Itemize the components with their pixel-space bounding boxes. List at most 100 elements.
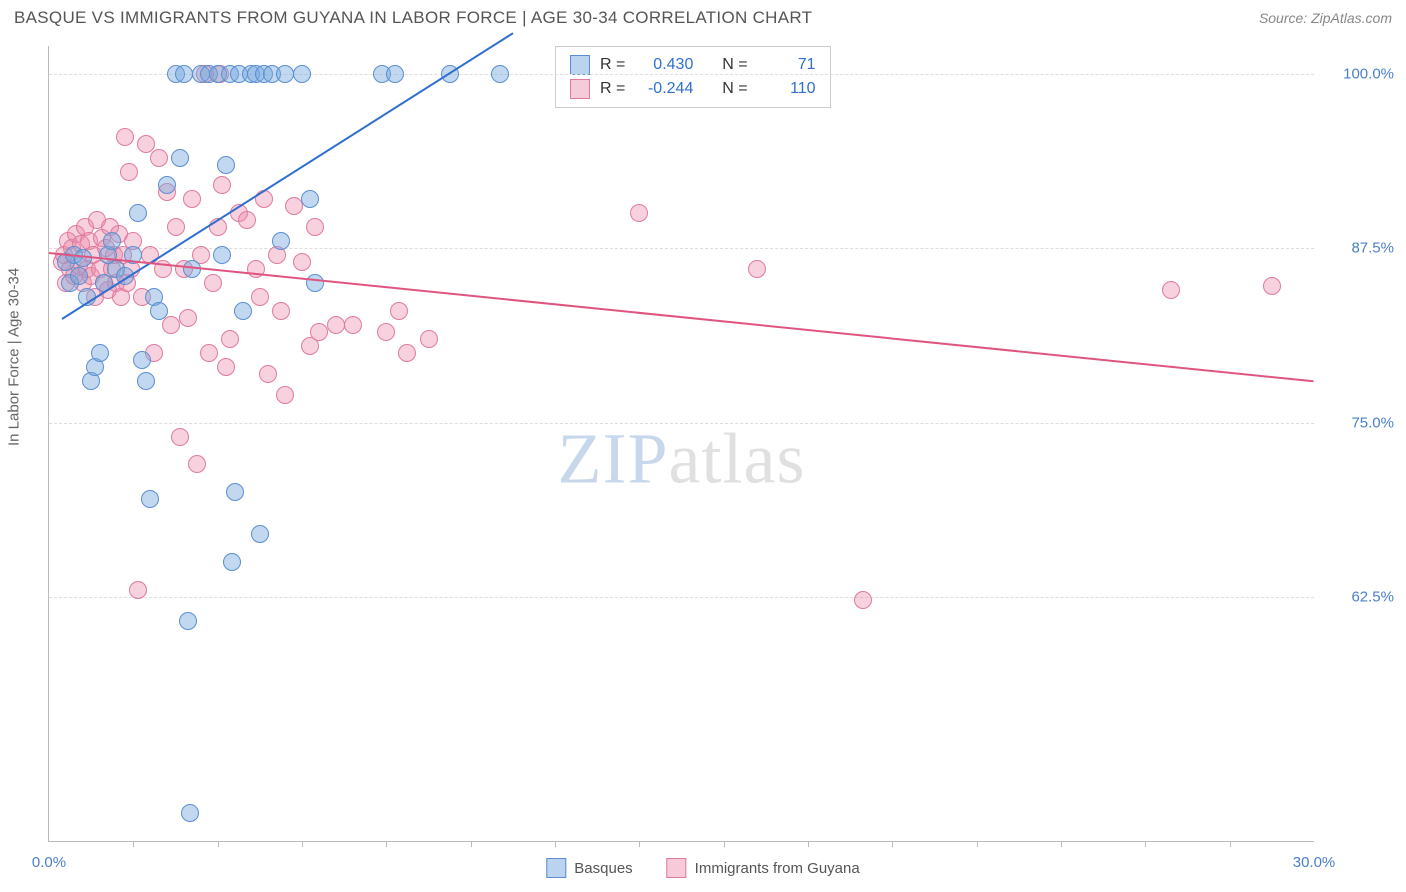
- y-axis-title: In Labor Force | Age 30-34: [6, 268, 23, 446]
- swatch-icon: [570, 79, 590, 99]
- x-tick-label: 30.0%: [1293, 854, 1336, 871]
- data-point: [129, 581, 147, 599]
- n-value: 71: [758, 56, 816, 74]
- legend-label: Immigrants from Guyana: [695, 860, 860, 877]
- data-point: [103, 232, 121, 250]
- data-point: [344, 316, 362, 334]
- swatch-icon: [667, 858, 687, 878]
- r-value: -0.244: [635, 80, 693, 98]
- watermark-part1: ZIP: [558, 419, 669, 499]
- data-point: [171, 428, 189, 446]
- data-point: [854, 591, 872, 609]
- data-point: [491, 65, 509, 83]
- gridline: [49, 248, 1314, 249]
- x-tick-label: 0.0%: [32, 854, 66, 871]
- n-value: 110: [758, 80, 816, 98]
- swatch-icon: [546, 858, 566, 878]
- data-point: [301, 190, 319, 208]
- data-point: [120, 163, 138, 181]
- r-label: R =: [600, 56, 625, 74]
- x-minor-tick: [1145, 841, 1146, 847]
- data-point: [285, 197, 303, 215]
- n-label: N =: [722, 56, 747, 74]
- data-point: [306, 218, 324, 236]
- x-minor-tick: [302, 841, 303, 847]
- data-point: [1162, 281, 1180, 299]
- data-point: [213, 176, 231, 194]
- x-minor-tick: [386, 841, 387, 847]
- data-point: [251, 525, 269, 543]
- data-point: [150, 302, 168, 320]
- y-tick-label: 87.5%: [1351, 240, 1394, 257]
- data-point: [259, 365, 277, 383]
- data-point: [133, 351, 151, 369]
- data-point: [398, 344, 416, 362]
- data-point: [272, 232, 290, 250]
- data-point: [204, 274, 222, 292]
- data-point: [167, 218, 185, 236]
- x-minor-tick: [892, 841, 893, 847]
- data-point: [179, 612, 197, 630]
- data-point: [238, 211, 256, 229]
- n-label: N =: [722, 80, 747, 98]
- x-minor-tick: [218, 841, 219, 847]
- y-tick-label: 100.0%: [1343, 65, 1394, 82]
- data-point: [226, 483, 244, 501]
- r-label: R =: [600, 80, 625, 98]
- data-point: [217, 156, 235, 174]
- stats-row-pink: R = -0.244 N = 110: [570, 77, 816, 101]
- legend-item-blue: Basques: [546, 858, 632, 878]
- gridline: [49, 423, 1314, 424]
- x-minor-tick: [808, 841, 809, 847]
- data-point: [377, 323, 395, 341]
- data-point: [129, 204, 147, 222]
- data-point: [221, 330, 239, 348]
- y-tick-label: 75.0%: [1351, 414, 1394, 431]
- legend-item-pink: Immigrants from Guyana: [667, 858, 860, 878]
- data-point: [390, 302, 408, 320]
- data-point: [223, 553, 241, 571]
- data-point: [748, 260, 766, 278]
- x-minor-tick: [724, 841, 725, 847]
- swatch-icon: [570, 55, 590, 75]
- data-point: [276, 386, 294, 404]
- correlation-stats-box: R = 0.430 N = 71 R = -0.244 N = 110: [555, 46, 831, 108]
- data-point: [162, 316, 180, 334]
- data-point: [141, 490, 159, 508]
- data-point: [217, 358, 235, 376]
- data-point: [116, 128, 134, 146]
- x-minor-tick: [1061, 841, 1062, 847]
- x-minor-tick: [133, 841, 134, 847]
- x-minor-tick: [471, 841, 472, 847]
- data-point: [420, 330, 438, 348]
- data-point: [91, 344, 109, 362]
- data-point: [306, 274, 324, 292]
- r-value: 0.430: [635, 56, 693, 74]
- data-point: [158, 176, 176, 194]
- data-point: [150, 149, 168, 167]
- data-point: [183, 190, 201, 208]
- data-point: [175, 65, 193, 83]
- chart-legend: Basques Immigrants from Guyana: [546, 858, 859, 878]
- watermark: ZIPatlas: [558, 418, 806, 501]
- data-point: [70, 267, 88, 285]
- data-point: [137, 372, 155, 390]
- data-point: [310, 323, 328, 341]
- data-point: [213, 246, 231, 264]
- data-point: [181, 804, 199, 822]
- scatter-plot-area: ZIPatlas R = 0.430 N = 71 R = -0.244 N =…: [48, 46, 1314, 842]
- data-point: [630, 204, 648, 222]
- legend-label: Basques: [574, 860, 632, 877]
- x-minor-tick: [555, 841, 556, 847]
- y-tick-label: 62.5%: [1351, 588, 1394, 605]
- x-minor-tick: [977, 841, 978, 847]
- data-point: [200, 344, 218, 362]
- data-point: [386, 65, 404, 83]
- chart-title: BASQUE VS IMMIGRANTS FROM GUYANA IN LABO…: [14, 8, 812, 28]
- data-point: [327, 316, 345, 334]
- data-point: [234, 302, 252, 320]
- gridline: [49, 597, 1314, 598]
- source-attribution: Source: ZipAtlas.com: [1259, 10, 1392, 26]
- data-point: [179, 309, 197, 327]
- data-point: [188, 455, 206, 473]
